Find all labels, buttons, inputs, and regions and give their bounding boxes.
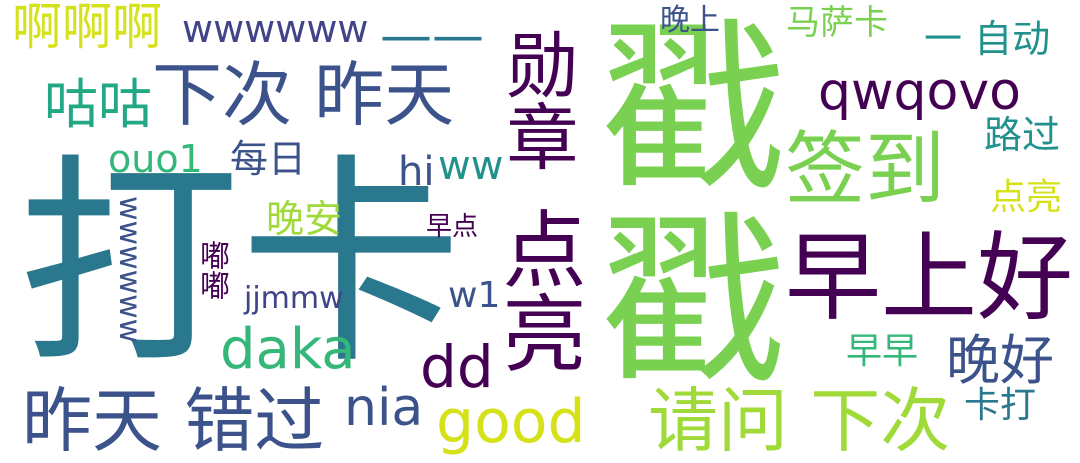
word-xunzhang: 勋章 [494,28,578,172]
word-zuotian-cuoguo: 昨天 错过 [22,380,325,462]
word-w1: w1 [448,275,501,316]
word-dianliang-vertical: 点亮 [489,206,587,374]
word-zidong: 一 自动 [924,17,1051,61]
word-wanan: 晚安 [266,197,343,241]
word-kada: 卡打 [964,385,1037,426]
word-wanhao: 晚好 [946,329,1054,392]
word-hi: hi [398,149,435,195]
word-daka-big: 打卡 [18,136,462,394]
word-chuo-1: 戳 [600,1,787,218]
word-wanshang: 晚上 [660,3,720,38]
word-wwwwww-vertical: wwwwww [112,196,147,344]
word-luguo: 路过 [984,113,1061,157]
word-meiri: 每日 [230,137,307,181]
word-zaodian: 早点 [426,212,479,242]
word-aaa: 啊啊啊 [12,0,162,56]
word-chuo-2: 戳 [600,194,787,411]
word-dianliang-small: 点亮 [990,177,1063,218]
word-guguo: 咕咕 [44,73,152,136]
word-zaozao: 早早 [846,331,919,372]
word-masaka: 马萨卡 [786,3,888,43]
word-jjmmw: jjmmw [244,281,344,316]
word-dudu: 嘟嘟 [194,240,229,300]
word-ww: ww [438,143,504,189]
word-ouo1: ouo1 [108,137,203,181]
word-dd: dd [420,333,494,401]
word-daka-latin: daka [220,317,356,382]
word-nia: nia [344,378,424,438]
word-qingwen-xiaci: 请问 下次 [648,380,951,462]
word-qiandao: 签到 [785,123,945,216]
word-xiaci-zuotian: 下次 昨天 [152,54,455,136]
word-dash: —— [380,6,484,66]
word-wwwwww: wwwwww [182,7,369,51]
word-qwqovo: qwqovo [818,62,1021,122]
word-zaoshanghao: 早上好 [785,222,1073,334]
word-good: good [436,387,586,457]
